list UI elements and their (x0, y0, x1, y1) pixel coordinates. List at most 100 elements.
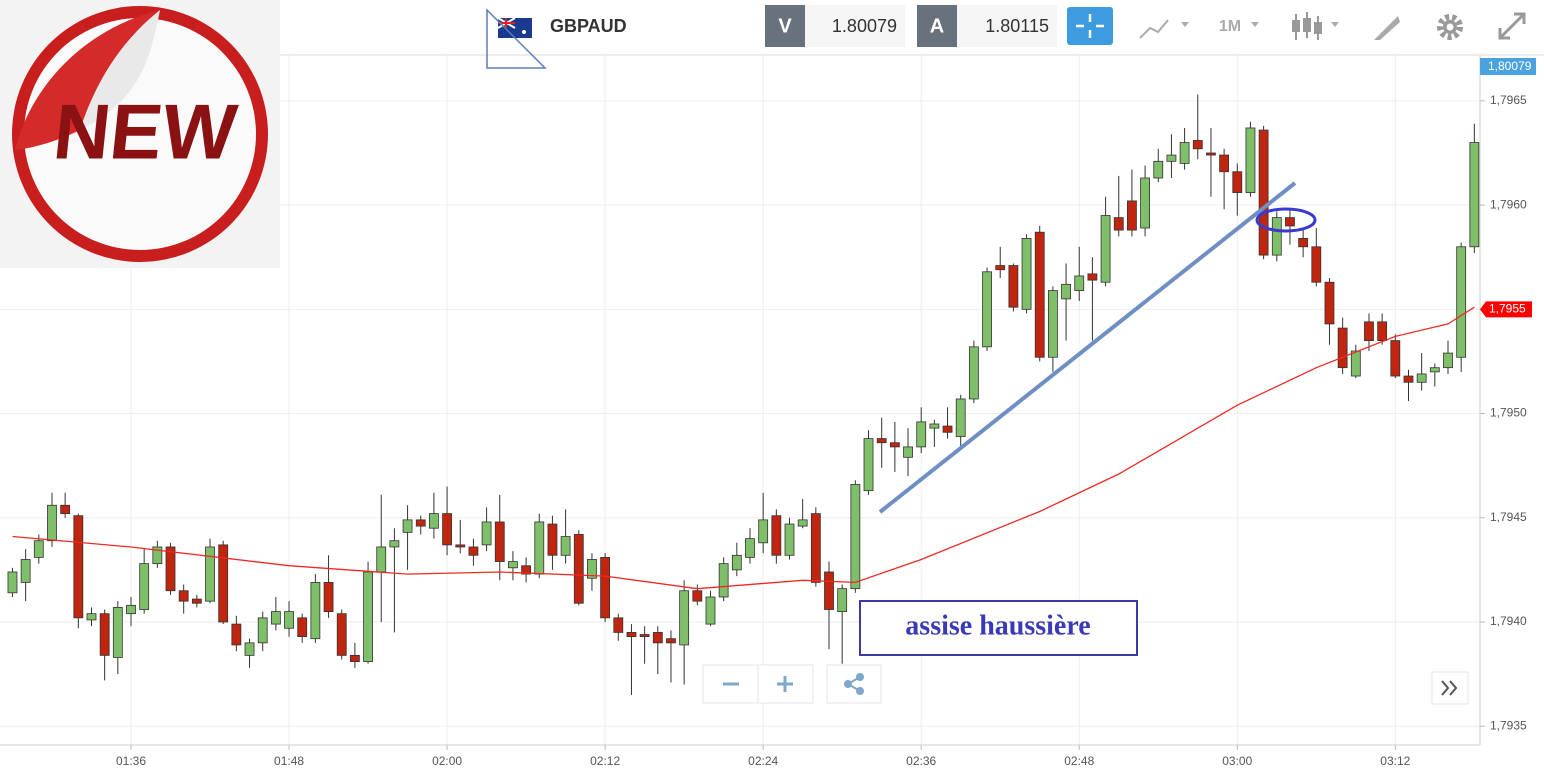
candle-body (705, 596, 716, 625)
bid-box (805, 5, 905, 47)
bid-label: V (778, 15, 792, 37)
candle-body (1377, 321, 1388, 341)
overlay-triangle (486, 8, 547, 69)
candle-body (771, 515, 782, 556)
annotation: assise haussière (905, 610, 1090, 641)
candle-body (218, 544, 229, 623)
timeframe: 1M (1219, 18, 1241, 35)
y-tick-label: 1,7965 (1490, 93, 1527, 107)
candle-body (810, 513, 821, 583)
candle-body (587, 559, 597, 579)
drawing-tool-button[interactable] (1374, 16, 1400, 40)
candle-body (99, 613, 110, 656)
candle-style-button[interactable] (1292, 12, 1339, 40)
highlight-ellipse (1255, 207, 1317, 233)
candle-body (876, 438, 887, 444)
x-tick-label: 03:00 (1222, 754, 1252, 768)
candle-body (310, 582, 321, 640)
bid-price: 1.80079 (832, 16, 897, 36)
candle-body (363, 571, 373, 663)
candle-body (679, 590, 690, 646)
candle-body (600, 556, 611, 619)
candle-body (1021, 238, 1032, 310)
candle-body (508, 561, 518, 569)
candle-body (336, 613, 347, 656)
candle-body (955, 398, 966, 437)
candle-body (745, 538, 755, 558)
candle-body (639, 634, 650, 638)
candle-body (534, 521, 545, 575)
price-axis: 1,7935 1,7940 1,7945 1,7950 1,7955 1,7960 1,79… (0, 55, 1536, 768)
candle-body (1285, 217, 1295, 227)
candle-body (33, 540, 44, 558)
annotation-box (859, 600, 1138, 656)
candle-body (666, 638, 676, 644)
candle-body (1192, 140, 1203, 150)
candle-body (1048, 290, 1058, 358)
candle-body (613, 617, 624, 633)
ask-label: A (930, 15, 944, 37)
candle-body (152, 546, 163, 565)
candle-body (968, 346, 979, 400)
zoom-out-button[interactable] (702, 664, 759, 704)
candle-body (494, 521, 505, 562)
candle-body (20, 559, 31, 583)
x-tick-label: 02:12 (590, 754, 620, 768)
candle-body (231, 623, 242, 646)
share-button[interactable] (826, 664, 882, 704)
candle-body (1087, 273, 1098, 281)
x-tick-label: 02:36 (906, 754, 936, 768)
candle-body (916, 421, 927, 448)
candle-body (257, 617, 268, 644)
zoom-in-button[interactable] (757, 664, 814, 704)
candle-body (1429, 367, 1440, 373)
candle-body (692, 590, 703, 602)
candle-body (1469, 142, 1480, 248)
bid-marker (1480, 58, 1536, 75)
candle-body (995, 265, 1006, 271)
y-tick-label: 1,7960 (1490, 197, 1527, 211)
candle-body (244, 642, 255, 656)
candle-body (1337, 327, 1348, 369)
x-tick-label: 03:12 (1380, 754, 1410, 768)
scroll-end-button[interactable] (1431, 671, 1469, 705)
candle-body (284, 611, 294, 629)
candle-body (1074, 275, 1085, 291)
candle-body (758, 519, 769, 544)
moving-average (12, 306, 1475, 590)
bid-marker-label: 1,80079 (1488, 59, 1532, 73)
candle-body (903, 446, 913, 458)
candle-body (389, 540, 400, 548)
ask-box (957, 5, 1057, 47)
candle-body (863, 438, 874, 492)
timeframe-button[interactable]: 1M (1219, 18, 1259, 35)
candle-body (455, 544, 466, 548)
candle-body (1034, 231, 1045, 358)
candle-body (1298, 238, 1309, 248)
candle-body (47, 504, 57, 542)
candle-body (112, 607, 123, 658)
settings-button[interactable] (1437, 14, 1463, 40)
candle-body (1403, 375, 1414, 383)
crosshair-button[interactable] (1067, 7, 1113, 45)
candle-body (191, 598, 202, 604)
candle-body (1127, 200, 1137, 231)
candle-body (824, 571, 834, 610)
candle-body (126, 604, 136, 615)
candle-body (442, 513, 452, 546)
y-tick-label: 1,7935 (1490, 718, 1527, 732)
candle-body (60, 504, 71, 515)
candle-body (1416, 373, 1427, 383)
candle-body (1232, 171, 1243, 193)
candle-body (1364, 321, 1374, 341)
fullscreen-button[interactable] (1498, 12, 1526, 40)
ask-price: 1.80115 (985, 16, 1049, 36)
candle-body (652, 632, 663, 644)
chart-type-button[interactable] (1139, 19, 1189, 39)
candle-body (929, 423, 940, 429)
x-tick-label: 02:24 (748, 754, 778, 768)
candle-body (323, 582, 334, 612)
candle-body (718, 563, 729, 598)
candle-body (402, 519, 413, 533)
